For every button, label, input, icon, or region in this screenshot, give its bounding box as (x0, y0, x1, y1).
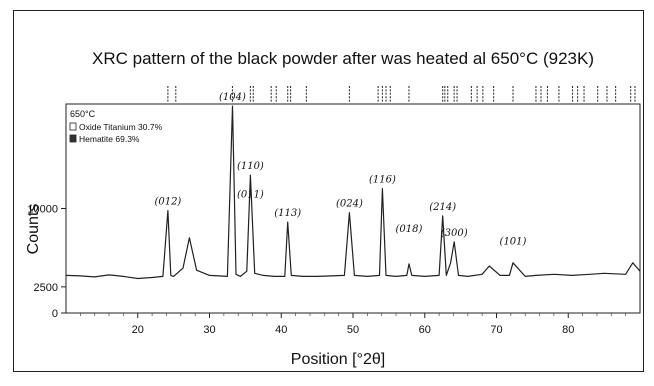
peak-label: (024) (336, 199, 363, 210)
x-tick-label: 70 (490, 324, 502, 336)
peak-label: (104) (219, 92, 246, 103)
peak-label: (012) (154, 197, 181, 208)
x-tick-label: 80 (562, 324, 574, 336)
y-axis: 0 2500 10000 (27, 204, 66, 320)
peak-labels: (012) (104) (110) (011) (113) (024) (116) (018)… (154, 92, 526, 247)
peak-label: (116) (369, 175, 396, 186)
peak-label: (113) (274, 208, 301, 219)
reference-tick-marks (167, 86, 636, 102)
x-axis-label: Position [°2θ] (291, 351, 385, 368)
y-axis-label: Counts (25, 204, 42, 255)
peak-label: (300) (441, 228, 468, 239)
legend-label-oxide-titanium: Oxide Titanium 30.7% (79, 122, 163, 132)
x-tick-label: 30 (203, 324, 215, 336)
x-tick-label: 50 (347, 324, 359, 336)
y-tick-label: 2500 (34, 282, 58, 294)
peak-label: (018) (396, 224, 423, 235)
legend: 650°C Oxide Titanium 30.7% Hematite 69.3… (69, 109, 163, 144)
figure-frame (13, 10, 644, 372)
peak-label: (101) (500, 236, 527, 247)
x-tick-label: 20 (132, 324, 144, 336)
peak-label: (110) (237, 161, 264, 172)
legend-label-hematite: Hematite 69.3% (79, 134, 140, 144)
legend-swatch-hematite (69, 134, 77, 143)
peak-label: (214) (429, 202, 456, 213)
x-tick-label: 60 (419, 324, 431, 336)
peak-label: (011) (237, 189, 264, 200)
x-tick-label: 40 (275, 324, 287, 336)
y-tick-label: 0 (52, 308, 58, 320)
pattern-line (65, 105, 641, 280)
legend-header: 650°C (70, 109, 96, 119)
chart-title: XRC pattern of the black powder after wa… (92, 49, 594, 68)
legend-swatch-oxide-titanium (69, 122, 77, 131)
x-axis: 20 30 40 50 60 70 80 (79, 313, 627, 336)
data-series (65, 105, 641, 280)
y-tick-label: 10000 (27, 204, 58, 216)
